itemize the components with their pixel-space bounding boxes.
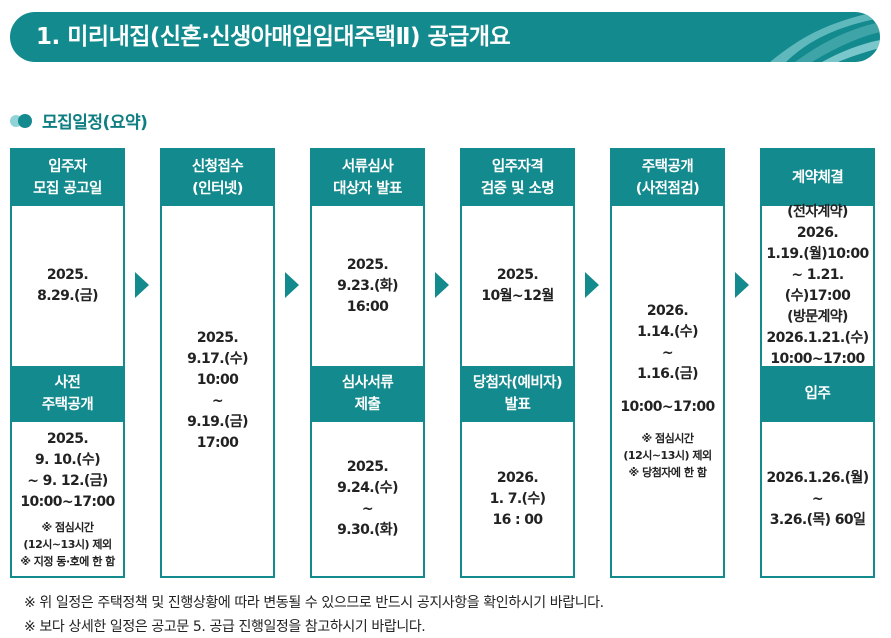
step-date: 2025. 10월~12월 [481, 267, 554, 304]
step-note: (12시~13시) 제외 [23, 537, 112, 551]
step-date: 2026. 1. 7.(수) 16 : 00 [489, 469, 546, 528]
footnote: ※ 보다 상세한 일정은 공고문 5. 공급 진행일정을 참고하시기 바랍니다. [24, 619, 426, 635]
step-header: 입주자격 검증 및 소명 [462, 150, 573, 206]
arrow-right-icon [285, 272, 299, 298]
step-house-inspection: 주택공개 (사전점검) 2026. 1.14.(수) ~ 1.16.(금) 10… [610, 148, 725, 578]
step-date: 2025. 9.23.(화) 16:00 [337, 256, 398, 315]
footnote: ※ 위 일정은 주택정책 및 진행상황에 따라 변동될 수 있으므로 반드시 공… [24, 595, 604, 611]
step-header: 서류심사 대상자 발표 [312, 150, 423, 206]
step-note: ※ 당첨자에 한 함 [628, 466, 707, 479]
step-note: (12시~13시) 제외 [623, 449, 712, 462]
section-title: 모집일정(요약) [42, 113, 148, 133]
step-date: (전자계약) 2026. 1.19.(월)10:00 ~ 1.21.(수)17:… [766, 204, 869, 367]
arrow-right-icon [435, 272, 449, 298]
step-application: 신청접수 (인터넷) 2025. 9.17.(수) 10:00 ~ 9.19.(… [160, 148, 275, 578]
step-note: ※ 점심시간 [641, 432, 694, 445]
page-title: 1. 미리내집(신혼·신생아매입임대주택Ⅱ) 공급개요 [36, 24, 511, 50]
step-contract: 계약체결 (전자계약) 2026. 1.19.(월)10:00 ~ 1.21.(… [760, 148, 875, 578]
step-header: 주택공개 (사전점검) [612, 150, 723, 206]
step-date: 2026.1.26.(월) ~ 3.26.(목) 60일 [766, 469, 869, 528]
step-header: 신청접수 (인터넷) [162, 150, 273, 206]
step-header: 입주 [762, 366, 873, 422]
decorative-stripes [770, 12, 880, 62]
step-date: 2025. 8.29.(금) [37, 267, 98, 304]
step-note: ※ 점심시간 [41, 520, 94, 534]
step-note: ※ 지정 동·호에 한 함 [20, 554, 115, 568]
step-document-screening: 서류심사 대상자 발표 2025. 9.23.(화) 16:00 심사서류 제출… [310, 148, 425, 578]
step-header: 심사서류 제출 [312, 366, 423, 422]
step-eligibility-check: 입주자격 검증 및 소명 2025. 10월~12월 당첨자(예비자) 발표 2… [460, 148, 575, 578]
step-header: 당첨자(예비자) 발표 [462, 366, 573, 422]
step-date: 2026. 1.14.(수) ~ 1.16.(금) 10:00~17:00 ※ … [620, 303, 715, 479]
step-date: 2025. 9.17.(수) 10:00 ~ 9.19.(금) 17:00 [187, 330, 248, 451]
section-heading: 모집일정(요약) [10, 108, 148, 133]
arrow-right-icon [585, 272, 599, 298]
step-header: 계약체결 [762, 150, 873, 206]
title-bar: 1. 미리내집(신혼·신생아매입임대주택Ⅱ) 공급개요 [10, 12, 880, 62]
arrow-right-icon [135, 272, 149, 298]
bullet-icon [10, 113, 36, 129]
arrow-right-icon [735, 272, 749, 298]
step-date: 2025. 9.24.(수) ~ 9.30.(화) [337, 459, 398, 538]
step-recruit-notice: 입주자 모집 공고일 2025. 8.29.(금) 사전 주택공개 2025. … [10, 148, 125, 578]
step-date: 2025. 9. 10.(수) ~ 9. 12.(금) 10:00~17:00 … [20, 430, 115, 568]
step-header: 사전 주택공개 [12, 366, 123, 422]
step-header: 입주자 모집 공고일 [12, 150, 123, 206]
